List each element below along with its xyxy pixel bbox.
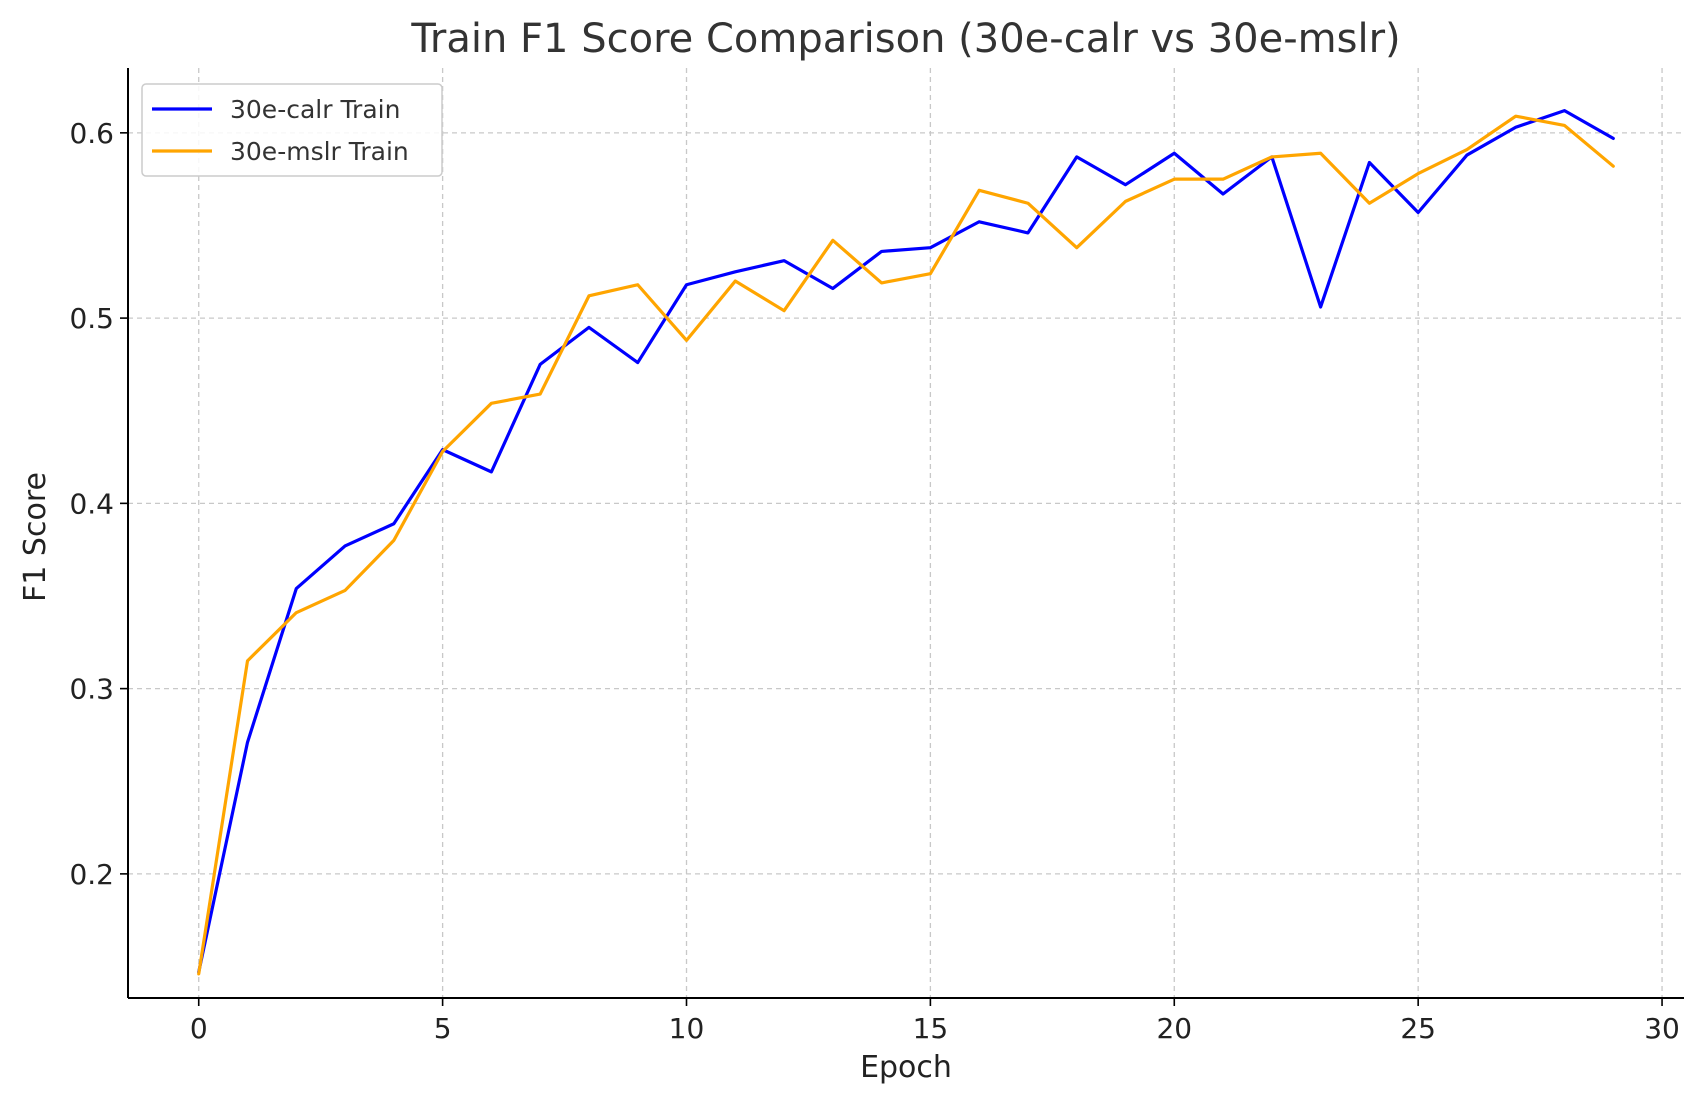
x-axis-label: Epoch [860, 1050, 952, 1085]
y-tick-label: 0.3 [69, 673, 114, 706]
y-tick-label: 0.4 [69, 487, 114, 520]
x-tick-label: 0 [190, 1012, 208, 1045]
y-tick-label: 0.2 [69, 858, 114, 891]
series-lines [197, 109, 1615, 976]
legend: 30e-calr Train 30e-mslr Train [141, 83, 443, 177]
axes: 0 5 10 15 20 25 30 0.2 0.3 0.4 0.5 0.6 [69, 68, 1684, 1045]
series-line-2 [197, 114, 1615, 976]
x-tick-label: 10 [669, 1012, 705, 1045]
x-tick-label: 20 [1156, 1012, 1192, 1045]
series-line-1 [197, 109, 1615, 974]
x-tick-label: 30 [1644, 1012, 1680, 1045]
x-tick-label: 5 [434, 1012, 452, 1045]
legend-label: 30e-calr Train [230, 95, 400, 124]
x-tick-label: 15 [913, 1012, 949, 1045]
x-tick-label: 25 [1400, 1012, 1436, 1045]
y-axis-label: F1 Score [18, 472, 53, 602]
legend-label: 30e-mslr Train [230, 137, 409, 166]
y-tick-label: 0.5 [69, 302, 114, 335]
legend-box [141, 83, 443, 177]
grid [128, 68, 1684, 998]
y-tick-label: 0.6 [69, 117, 114, 150]
chart-title: Train F1 Score Comparison (30e-calr vs 3… [410, 16, 1400, 62]
